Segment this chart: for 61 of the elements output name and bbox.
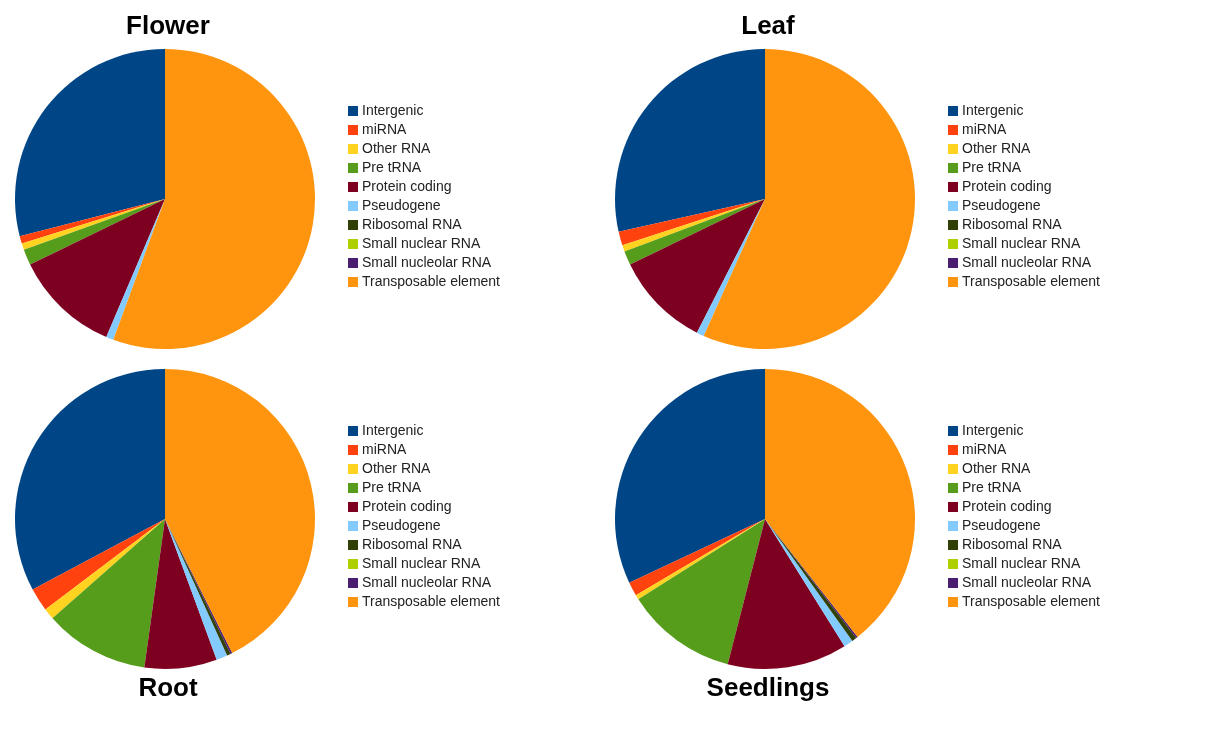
- legend-label: miRNA: [362, 121, 407, 137]
- legend-label: Pre tRNA: [362, 159, 422, 175]
- pie-slice: [703, 49, 915, 349]
- legend-label: Other RNA: [362, 460, 431, 476]
- legend-label: miRNA: [362, 441, 407, 457]
- legend-label: Other RNA: [962, 140, 1031, 156]
- legend-label: Intergenic: [962, 422, 1024, 438]
- pie-slice: [30, 199, 165, 338]
- legend-label: Transposable element: [962, 593, 1101, 609]
- pie-slice: [165, 369, 315, 654]
- legend-label: Small nucleolar RNA: [362, 574, 492, 590]
- legend-label: Transposable element: [962, 273, 1101, 289]
- legend-label: Small nucleolar RNA: [962, 254, 1092, 270]
- legend-label: Protein coding: [362, 498, 452, 514]
- pie-slice: [727, 519, 845, 669]
- legend-label: miRNA: [962, 121, 1007, 137]
- legend-label: Transposable element: [362, 593, 501, 609]
- chart-title: Flower: [125, 9, 211, 42]
- legend-label: Pre tRNA: [962, 479, 1022, 495]
- legend-label: Intergenic: [362, 102, 424, 118]
- pie-slice: [630, 199, 765, 333]
- legend-label: Ribosomal RNA: [962, 536, 1062, 552]
- legend-label: Pseudogene: [362, 517, 441, 533]
- legend-label: Pseudogene: [962, 197, 1041, 213]
- legend-label: miRNA: [962, 441, 1007, 457]
- pie-slice: [144, 519, 217, 669]
- pie-slice: [23, 199, 165, 265]
- legend-label: Other RNA: [962, 460, 1031, 476]
- pie-slice: [15, 49, 165, 237]
- text: Seedlings: [705, 671, 831, 704]
- legend-label: Pseudogene: [962, 517, 1041, 533]
- legend-label: Small nuclear RNA: [962, 235, 1081, 251]
- pie-slice: [638, 519, 765, 665]
- legend-label: Protein coding: [962, 178, 1052, 194]
- pie-slice: [624, 199, 765, 265]
- pie-slice: [113, 49, 315, 349]
- pie-slice: [52, 519, 165, 668]
- pie-slice: [615, 369, 765, 583]
- legend-label: Protein coding: [362, 178, 452, 194]
- legend-label: Intergenic: [962, 102, 1024, 118]
- legend-label: Pre tRNA: [362, 479, 422, 495]
- chart-title: Leaf: [740, 9, 796, 42]
- legend-label: Small nucleolar RNA: [962, 574, 1092, 590]
- legend-label: Intergenic: [362, 422, 424, 438]
- legend-label: Ribosomal RNA: [362, 216, 462, 232]
- legend-label: Small nuclear RNA: [962, 555, 1081, 571]
- pie-slice: [15, 369, 165, 590]
- legend-label: Small nuclear RNA: [362, 555, 481, 571]
- legend-label: Pseudogene: [362, 197, 441, 213]
- pie-slice: [765, 369, 915, 637]
- text: Root: [137, 671, 199, 704]
- pie-slice: [615, 49, 765, 232]
- legend-label: Transposable element: [362, 273, 501, 289]
- legend-label: Small nuclear RNA: [362, 235, 481, 251]
- legend-label: Other RNA: [362, 140, 431, 156]
- legend-label: Protein coding: [962, 498, 1052, 514]
- legend-label: Ribosomal RNA: [362, 536, 462, 552]
- legend-label: Ribosomal RNA: [962, 216, 1062, 232]
- pie-slice: [32, 519, 165, 610]
- legend-label: Pre tRNA: [962, 159, 1022, 175]
- legend-label: Small nucleolar RNA: [362, 254, 492, 270]
